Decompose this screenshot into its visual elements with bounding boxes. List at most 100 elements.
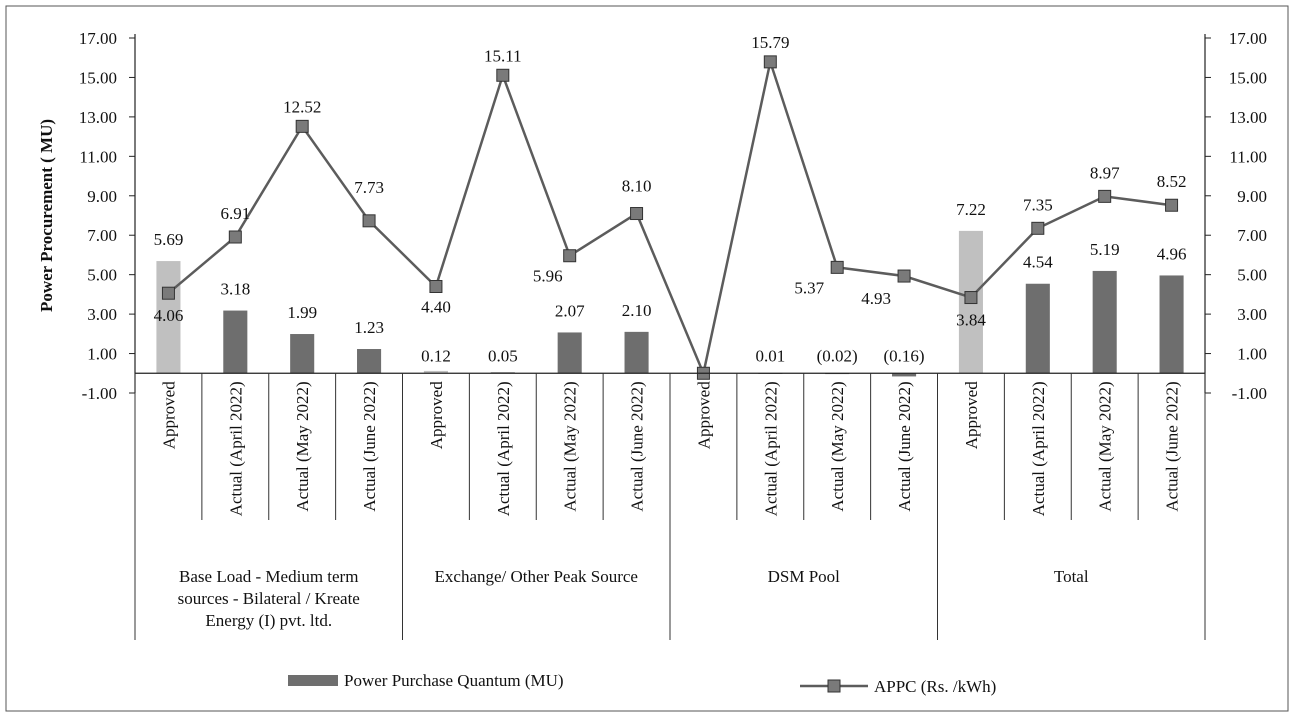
appc-point-6 <box>563 249 577 263</box>
appc-value-label: 3.84 <box>956 311 986 330</box>
category-label: Approved <box>159 381 178 449</box>
bar-value-label: 5.69 <box>154 230 184 249</box>
bar-15 <box>1159 275 1184 374</box>
appc-point-1 <box>228 230 242 244</box>
legend-bar-swatch <box>288 675 338 686</box>
bar-value-label: 4.96 <box>1157 244 1187 263</box>
right-tick-label: 13.00 <box>1229 108 1267 127</box>
right-tick-label: 9.00 <box>1237 187 1267 206</box>
appc-point-10 <box>830 260 844 274</box>
legend-line-marker <box>827 679 841 693</box>
bar-3 <box>357 349 382 374</box>
category-label: Actual (June 2022) <box>1163 381 1182 511</box>
appc-point-15 <box>1165 198 1179 212</box>
bar-value-label: (0.16) <box>884 346 925 365</box>
appc-point-7 <box>630 207 644 221</box>
category-label: Actual (June 2022) <box>895 381 914 511</box>
left-tick-label: 3.00 <box>87 305 117 324</box>
left-tick-label: 1.00 <box>87 345 117 364</box>
bar-11 <box>892 373 917 377</box>
appc-point-12 <box>964 291 978 305</box>
category-label: Actual (April 2022) <box>226 381 245 516</box>
bar-0 <box>156 261 181 374</box>
appc-point-13 <box>1031 221 1045 235</box>
appc-value-label: 5.37 <box>794 278 824 297</box>
group-label: Energy (I) pvt. ltd. <box>205 611 332 630</box>
appc-point-11 <box>897 269 911 283</box>
bar-value-label: 1.23 <box>354 318 384 337</box>
bar-value-label: 7.22 <box>956 200 986 219</box>
right-tick-label: 17.00 <box>1229 29 1267 48</box>
category-label: Approved <box>694 381 713 449</box>
bar-14 <box>1092 270 1117 374</box>
appc-point-0 <box>161 286 175 300</box>
appc-value-label: 5.96 <box>533 267 563 286</box>
category-label: Actual (May 2022) <box>1096 381 1115 511</box>
left-tick-label: -1.00 <box>82 384 117 403</box>
right-tick-label: -1.00 <box>1232 384 1267 403</box>
appc-value-label: 4.93 <box>861 289 891 308</box>
appc-value-label: 8.10 <box>622 177 652 196</box>
appc-point-9 <box>763 55 777 69</box>
bar-value-label: 2.07 <box>555 301 585 320</box>
bar-7 <box>624 331 649 374</box>
group-label: Exchange/ Other Peak Source <box>435 567 638 586</box>
appc-value-label: 4.06 <box>154 306 184 325</box>
category-label: Actual (May 2022) <box>828 381 847 511</box>
bar-value-label: 1.99 <box>287 303 317 322</box>
bar-4 <box>423 370 448 374</box>
category-label: Actual (April 2022) <box>1029 381 1048 516</box>
category-label: Actual (June 2022) <box>360 381 379 511</box>
category-label: Actual (April 2022) <box>494 381 513 516</box>
bar-6 <box>557 332 582 374</box>
group-label: sources - Bilateral / Kreate <box>178 589 360 608</box>
bar-value-label: 4.54 <box>1023 253 1053 272</box>
appc-value-label: 15.79 <box>751 33 789 52</box>
left-tick-label: 11.00 <box>79 147 117 166</box>
left-tick-label: 7.00 <box>87 226 117 245</box>
bar-value-label: 2.10 <box>622 301 652 320</box>
bar-value-label: 0.05 <box>488 346 518 365</box>
bar-value-label: 0.01 <box>755 346 785 365</box>
right-tick-label: 11.00 <box>1229 147 1267 166</box>
appc-value-label: 15.11 <box>484 46 522 65</box>
left-tick-label: 13.00 <box>79 108 117 127</box>
appc-value-label: 8.52 <box>1157 172 1187 191</box>
y-axis-label: Power Procurement ( MU) <box>37 119 56 312</box>
appc-value-label: 6.91 <box>220 204 250 223</box>
group-label: Base Load - Medium term <box>179 567 358 586</box>
group-label: Total <box>1054 567 1089 586</box>
appc-value-label: 8.97 <box>1090 163 1120 182</box>
appc-value-label: 4.40 <box>421 298 451 317</box>
category-label: Approved <box>962 381 981 449</box>
bar-value-label: (0.02) <box>817 346 858 365</box>
bar-value-label: 5.19 <box>1090 240 1120 259</box>
right-tick-label: 1.00 <box>1237 345 1267 364</box>
left-tick-label: 9.00 <box>87 187 117 206</box>
group-label: DSM Pool <box>768 567 841 586</box>
category-label: Actual (May 2022) <box>293 381 312 511</box>
right-tick-label: 5.00 <box>1237 266 1267 285</box>
right-tick-label: 3.00 <box>1237 305 1267 324</box>
legend-line-label: APPC (Rs. /kWh) <box>874 677 996 696</box>
appc-value-label: 12.52 <box>283 97 321 116</box>
bar-value-label: 0.12 <box>421 346 451 365</box>
right-tick-label: 7.00 <box>1237 226 1267 245</box>
bar-1 <box>223 310 248 374</box>
category-label: Actual (April 2022) <box>761 381 780 516</box>
category-label: Approved <box>427 381 446 449</box>
bar-13 <box>1025 283 1050 374</box>
left-tick-label: 5.00 <box>87 266 117 285</box>
appc-point-3 <box>362 214 376 228</box>
appc-point-4 <box>429 280 443 293</box>
appc-point-2 <box>295 119 309 133</box>
right-tick-label: 15.00 <box>1229 68 1267 87</box>
appc-point-14 <box>1098 189 1112 203</box>
appc-value-label: 7.35 <box>1023 195 1053 214</box>
left-tick-label: 15.00 <box>79 68 117 87</box>
appc-line <box>167 57 1172 378</box>
appc-point-5 <box>496 68 510 82</box>
bar-value-label: 3.18 <box>220 280 250 299</box>
left-tick-label: 17.00 <box>79 29 117 48</box>
